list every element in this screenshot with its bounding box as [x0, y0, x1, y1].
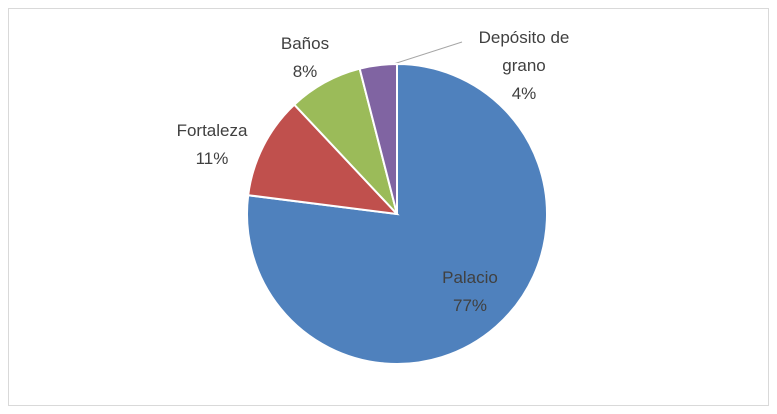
category-label: Depósito de grano — [478, 28, 570, 75]
data-label: Depósito de grano 4% — [459, 24, 589, 108]
value-label: 8% — [292, 62, 318, 81]
value-label: 11% — [195, 149, 229, 168]
value-label: 77% — [452, 296, 488, 315]
value-label: 4% — [511, 84, 537, 103]
pie-slice — [358, 62, 398, 215]
data-label: Palacio 77% — [390, 264, 550, 320]
data-label: Baños 8% — [225, 30, 385, 86]
pie-slice — [246, 62, 548, 365]
category-label: Palacio — [442, 268, 498, 287]
category-label: Fortaleza — [176, 121, 248, 140]
category-label: Baños — [280, 34, 330, 53]
data-label: Fortaleza 11% — [132, 117, 292, 173]
pie-slice — [247, 103, 400, 216]
